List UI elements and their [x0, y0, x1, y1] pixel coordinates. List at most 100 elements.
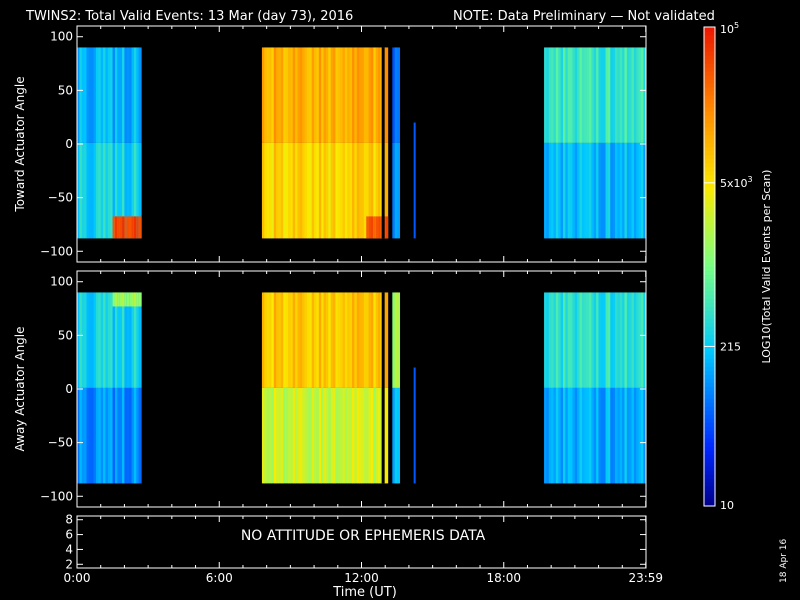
heatmap-cell [335, 292, 339, 388]
heatmap-cell [337, 142, 341, 239]
heatmap-cell [643, 142, 647, 239]
heatmap-cell [544, 142, 548, 239]
heatmap-cell [283, 292, 287, 388]
heatmap-cell [619, 142, 623, 239]
heatmap-cell [375, 142, 379, 239]
away-angle-panel: 100 50 0 −50 −100 Away Actuator Angle [13, 270, 647, 508]
heatmap-cell [370, 47, 374, 143]
heatmap-cell [544, 47, 548, 143]
heatmap-cell [579, 142, 583, 239]
heatmap-cell [546, 142, 550, 239]
heatmap-cell [117, 292, 121, 307]
heatmap-cell [79, 292, 83, 388]
heatmap-cell [79, 142, 83, 239]
heatmap-cell [309, 292, 313, 388]
heatmap-cell [361, 387, 365, 484]
heatmap-cell [548, 387, 552, 484]
heatmap-cell [394, 142, 398, 239]
heatmap-cell [124, 216, 128, 239]
heatmap-cell [122, 292, 126, 388]
colorbar-step [704, 110, 715, 116]
heatmap-cell [385, 142, 389, 239]
y-axis-label: Toward Actuator Angle [13, 76, 27, 212]
heatmap-cell [290, 387, 294, 484]
heatmap-cell [356, 292, 360, 388]
heatmap-cell [278, 387, 282, 484]
heatmap-cell [603, 47, 607, 143]
heatmap-cell [273, 292, 277, 388]
colorbar-step [704, 190, 715, 196]
colorbar-step [704, 174, 715, 180]
heatmap-cell [88, 387, 92, 484]
heatmap-cell [349, 47, 353, 143]
heatmap-cell [354, 387, 358, 484]
colorbar-step [704, 126, 715, 132]
heatmap-cell [378, 292, 382, 388]
colorbar-step [704, 482, 715, 487]
heatmap-cell [600, 292, 604, 388]
heatmap-cell [629, 142, 633, 239]
heatmap-cell [129, 47, 133, 143]
colorbar-step [704, 402, 715, 407]
heatmap-cell [378, 47, 382, 143]
colorbar-tick-label: 10 [720, 499, 734, 512]
colorbar-step [704, 142, 715, 148]
heatmap-cell [598, 47, 602, 143]
heatmap-cell [306, 142, 310, 239]
colorbar-step [704, 210, 715, 216]
heatmap-cell [330, 387, 334, 484]
heatmap-cell [306, 387, 310, 484]
heatmap-cell [285, 292, 289, 388]
heatmap-cell [612, 292, 616, 388]
heatmap-cell [342, 142, 346, 239]
heatmap-cell [622, 47, 626, 143]
heatmap-cell [394, 47, 398, 143]
heatmap-cell [546, 387, 550, 484]
heatmap-cell [363, 387, 367, 484]
colorbar-step [704, 218, 715, 224]
heatmap-cell [328, 142, 332, 239]
colorbar-step [704, 238, 715, 244]
heatmap-cell [103, 142, 107, 239]
colorbar-step [704, 502, 715, 507]
colorbar-step [704, 310, 715, 315]
heatmap-cell [112, 142, 116, 239]
heatmap-cell [570, 142, 574, 239]
heatmap-cell [131, 47, 135, 143]
colorbar-step [704, 90, 715, 96]
heatmap-cell [117, 387, 121, 484]
heatmap-cell [311, 142, 315, 239]
heatmap-cell [271, 292, 275, 388]
heatmap-cell [110, 292, 114, 388]
heatmap-cell [344, 387, 348, 484]
heatmap-cell [311, 292, 315, 388]
heatmap-cell [288, 47, 291, 143]
heatmap-cell [340, 142, 344, 239]
heatmap-cell [269, 292, 273, 388]
heatmap-cell [124, 292, 128, 388]
colorbar-step [704, 378, 715, 383]
colorbar-step [704, 466, 715, 471]
colorbar-step [704, 86, 715, 92]
heatmap-cell [133, 142, 137, 239]
heatmap-cell [638, 387, 642, 484]
heatmap-cell [131, 387, 135, 484]
heatmap-cell [607, 292, 611, 388]
heatmap-cell [314, 142, 318, 239]
heatmap-cell [570, 387, 574, 484]
heatmap-cell [321, 292, 325, 388]
y-tick-label: 50 [58, 83, 73, 97]
colorbar-step [704, 226, 715, 232]
heatmap-cell [641, 142, 644, 239]
heatmap-cell [596, 292, 600, 388]
heatmap-cell [581, 142, 585, 239]
heatmap-cell [333, 387, 337, 484]
heatmap-cell [553, 47, 557, 143]
heatmap-cell [368, 216, 372, 239]
heatmap-cell [88, 292, 92, 388]
heatmap-cell [110, 387, 114, 484]
heatmap-cell [129, 142, 133, 239]
colorbar-step [704, 254, 715, 260]
colorbar-step [704, 470, 715, 475]
